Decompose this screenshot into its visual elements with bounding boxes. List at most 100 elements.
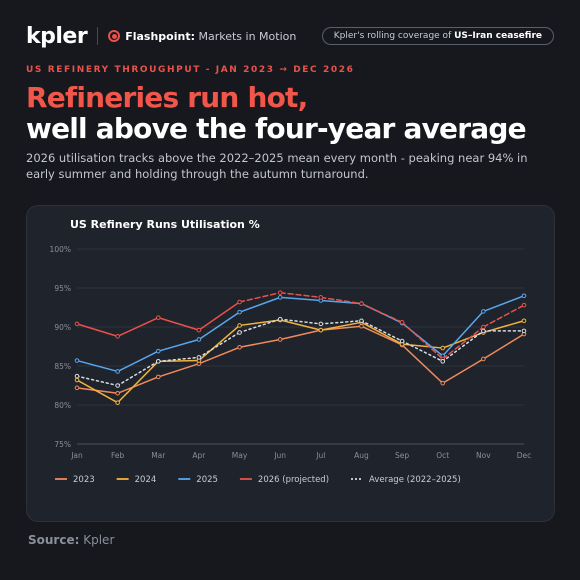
point xyxy=(196,355,202,360)
x-tick-label: Feb xyxy=(111,451,125,460)
point xyxy=(318,295,324,300)
point xyxy=(74,377,80,383)
series-line xyxy=(441,358,485,384)
point xyxy=(521,302,527,308)
series-line xyxy=(198,311,241,341)
x-tick-label: Dec xyxy=(517,451,532,460)
series-line xyxy=(76,375,119,387)
series-line xyxy=(238,338,281,349)
x-tick-label: Mar xyxy=(151,451,166,460)
separator xyxy=(97,27,99,45)
point xyxy=(399,320,405,325)
x-tick-label: Jan xyxy=(70,451,83,460)
point xyxy=(237,309,242,315)
point xyxy=(481,328,486,334)
series-line xyxy=(401,343,444,349)
point xyxy=(359,318,364,324)
point xyxy=(74,385,80,391)
point xyxy=(155,359,161,364)
pill-text: Kpler's rolling coverage of xyxy=(333,31,452,41)
x-tick-label: Jun xyxy=(273,451,286,460)
point xyxy=(481,356,486,362)
chart-title: US Refinery Runs Utilisation % xyxy=(70,218,260,231)
source-label: Source: xyxy=(28,533,80,547)
x-tick-label: Aug xyxy=(354,451,369,460)
point xyxy=(115,400,120,405)
point xyxy=(155,315,161,320)
y-tick-label: 75% xyxy=(54,440,71,449)
x-tick-label: Apr xyxy=(192,451,206,460)
series-line xyxy=(279,296,322,302)
legend-label: 2024 xyxy=(135,475,157,485)
series-line xyxy=(198,346,241,365)
point xyxy=(74,321,80,327)
point xyxy=(359,301,364,306)
point xyxy=(115,369,120,374)
series-line xyxy=(360,320,403,342)
series-line xyxy=(279,318,322,325)
chart-card xyxy=(26,205,555,522)
series-line xyxy=(198,331,241,359)
series-line xyxy=(76,323,119,338)
point xyxy=(237,330,242,335)
series-line xyxy=(320,296,363,305)
y-tick-label: 95% xyxy=(54,284,71,293)
series-line xyxy=(482,304,525,328)
legend-label: 2026 (projected) xyxy=(258,475,329,485)
point xyxy=(521,318,527,324)
point xyxy=(237,299,242,305)
point xyxy=(521,328,527,334)
point xyxy=(277,337,283,342)
y-tick-label: 85% xyxy=(54,362,71,371)
point xyxy=(115,334,120,339)
series-line xyxy=(441,326,485,360)
section-bold: Flashpoint: xyxy=(125,29,195,43)
x-tick-label: Sep xyxy=(395,451,409,460)
point xyxy=(277,290,283,295)
point xyxy=(440,380,446,386)
series-line xyxy=(441,331,485,349)
x-tick-label: Jul xyxy=(315,451,325,460)
headline: Refineries run hot, well above the four-… xyxy=(26,81,527,144)
series-line xyxy=(320,320,363,325)
series-line xyxy=(238,296,281,313)
series-line xyxy=(238,318,281,334)
series-line xyxy=(157,316,200,331)
series-line xyxy=(157,356,200,363)
section-text: Markets in Motion xyxy=(198,29,297,43)
legend-label: 2025 xyxy=(196,475,218,485)
point xyxy=(155,374,161,380)
series-line xyxy=(360,321,403,345)
series-line xyxy=(116,316,160,338)
series-line xyxy=(116,350,160,373)
flashpoint-icon xyxy=(108,30,121,42)
point xyxy=(481,309,486,314)
point xyxy=(440,359,446,364)
point xyxy=(318,327,324,333)
series-line xyxy=(401,344,444,384)
headline-line: Refineries run hot, xyxy=(26,81,308,114)
point xyxy=(196,327,202,333)
series-line xyxy=(401,321,444,360)
series-line xyxy=(320,321,363,331)
legend-label: 2023 xyxy=(73,475,95,485)
point xyxy=(521,293,527,299)
series-line xyxy=(441,330,485,363)
series-line xyxy=(279,291,322,299)
point xyxy=(115,391,120,396)
series-line xyxy=(76,359,119,373)
point xyxy=(237,344,242,350)
x-tick-label: Oct xyxy=(436,451,449,460)
point xyxy=(74,358,80,363)
point xyxy=(237,323,242,328)
series-line xyxy=(441,310,485,357)
series-line xyxy=(482,295,525,313)
legend-label: Average (2022–2025) xyxy=(369,475,461,485)
x-tick-label: May xyxy=(232,451,248,460)
coverage-pill[interactable]: Kpler's rolling coverage of US–Iran ceas… xyxy=(321,27,554,45)
point xyxy=(155,348,161,354)
series-line xyxy=(198,301,241,331)
series-line xyxy=(238,291,281,303)
y-tick-label: 80% xyxy=(54,401,71,410)
